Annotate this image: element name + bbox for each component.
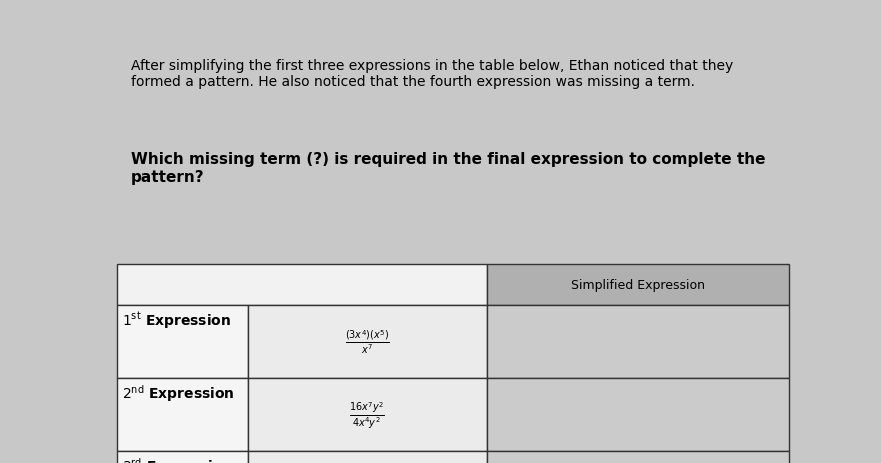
Text: $2^{\mathrm{nd}}$ Expression: $2^{\mathrm{nd}}$ Expression [122, 382, 235, 403]
Text: $3^{\mathrm{rd}}$ Expression: $3^{\mathrm{rd}}$ Expression [122, 456, 233, 463]
Bar [248, 305, 487, 378]
Bar [487, 305, 789, 378]
Bar [248, 378, 487, 451]
Text: Which missing term (?) is required in the final expression to complete the
patte: Which missing term (?) is required in th… [130, 152, 765, 184]
Text: $\frac{16x^7y^2}{4x^4y^2}$: $\frac{16x^7y^2}{4x^4y^2}$ [350, 400, 386, 430]
Bar [117, 264, 487, 305]
Bar [487, 264, 789, 305]
Bar [117, 378, 248, 451]
Text: Simplified Expression: Simplified Expression [571, 278, 705, 291]
Bar [487, 378, 789, 451]
Bar [117, 305, 248, 378]
Bar [487, 451, 789, 463]
Bar [117, 451, 248, 463]
Text: $1^{\mathrm{st}}$ Expression: $1^{\mathrm{st}}$ Expression [122, 309, 232, 330]
Text: $\frac{(3x^4)(x^5)}{x^7}$: $\frac{(3x^4)(x^5)}{x^7}$ [345, 328, 390, 356]
Text: After simplifying the first three expressions in the table below, Ethan noticed : After simplifying the first three expres… [130, 59, 733, 89]
Bar [248, 451, 487, 463]
